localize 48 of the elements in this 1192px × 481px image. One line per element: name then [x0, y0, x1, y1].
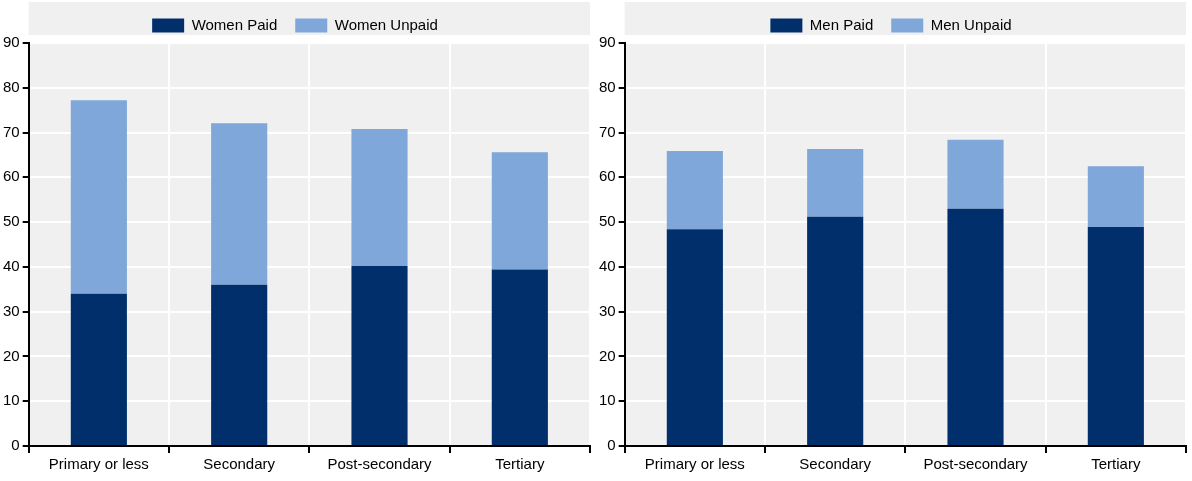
bar — [1087, 227, 1144, 445]
y-tick-label: 50 — [599, 212, 616, 230]
x-tick-label: Tertiary — [495, 455, 545, 473]
bar — [1087, 166, 1144, 228]
y-tick-label: 70 — [599, 122, 616, 140]
y-tick-label: 0 — [607, 436, 616, 454]
legend-label: Women Unpaid — [334, 15, 438, 33]
bar — [666, 150, 723, 230]
y-tick-label: 30 — [3, 301, 20, 319]
y-tick-label: 40 — [3, 257, 20, 275]
x-tick-label: Primary or less — [644, 455, 745, 473]
legend-label: Men Paid — [809, 15, 874, 33]
y-tick-label: 80 — [599, 77, 616, 95]
y-tick-label: 20 — [3, 346, 20, 364]
bar — [947, 208, 1004, 445]
bar — [807, 149, 864, 217]
y-tick-label: 0 — [11, 436, 20, 454]
y-tick-label: 20 — [599, 346, 616, 364]
y-tick-label: 10 — [3, 391, 20, 409]
bar — [211, 123, 268, 285]
bar — [70, 293, 127, 445]
y-tick-label: 30 — [599, 301, 616, 319]
y-tick-label: 60 — [3, 167, 20, 185]
y-tick-label: 70 — [3, 122, 20, 140]
x-tick-label: Primary or less — [48, 455, 149, 473]
bar — [70, 100, 127, 294]
x-tick-label: Post-secondary — [923, 455, 1029, 473]
legend-label: Men Unpaid — [930, 15, 1012, 33]
bar — [947, 139, 1004, 209]
bar — [211, 284, 268, 445]
x-tick-label: Tertiary — [1091, 455, 1141, 473]
y-tick-label: 60 — [599, 167, 616, 185]
legend-label: Women Paid — [191, 15, 278, 33]
y-tick-label: 50 — [3, 212, 20, 230]
bar — [491, 269, 548, 445]
x-tick-label: Secondary — [203, 455, 276, 473]
bar — [351, 128, 408, 266]
y-tick-label: 90 — [599, 33, 616, 51]
bar — [807, 216, 864, 445]
y-tick-label: 10 — [599, 391, 616, 409]
bar — [666, 229, 723, 445]
y-tick-label: 90 — [3, 33, 20, 51]
x-tick-label: Secondary — [799, 455, 872, 473]
bar — [351, 265, 408, 445]
y-tick-label: 40 — [599, 257, 616, 275]
y-tick-label: 80 — [3, 77, 20, 95]
bar — [491, 152, 548, 270]
x-tick-label: Post-secondary — [327, 455, 433, 473]
